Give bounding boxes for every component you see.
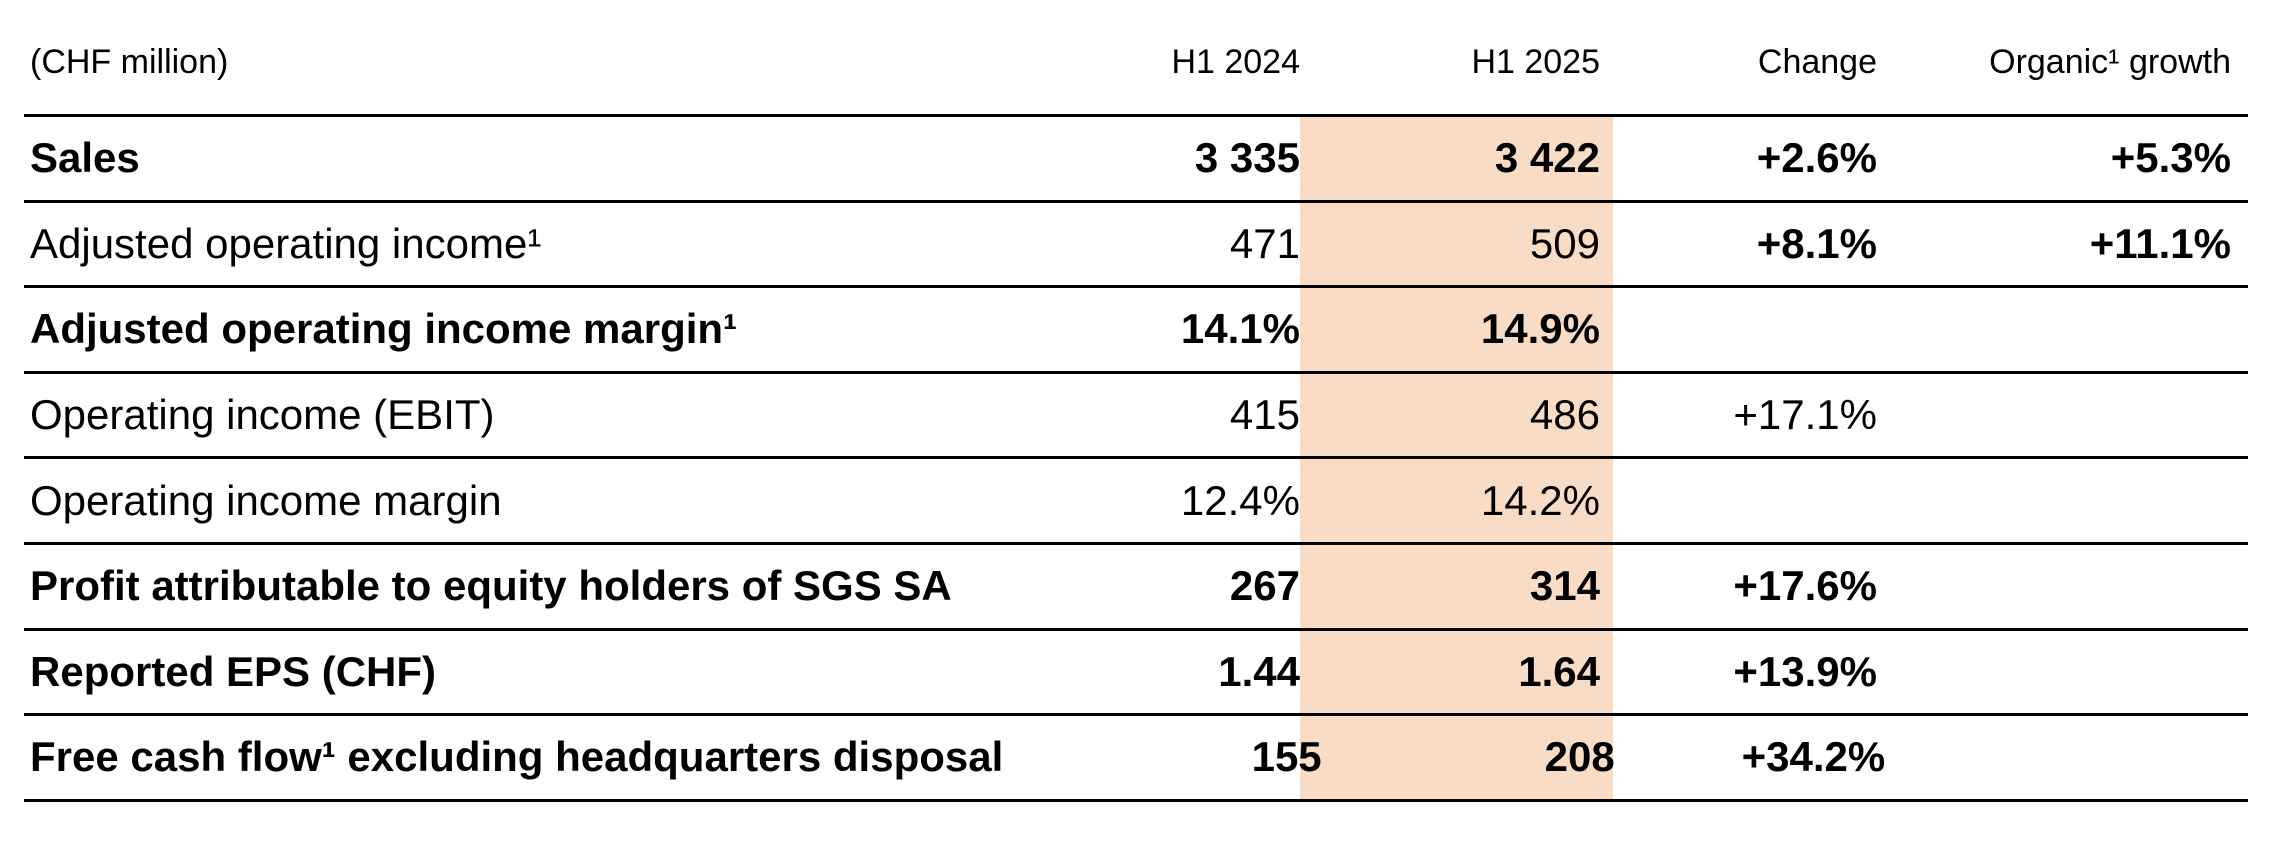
cell-h1-2025: 208 <box>1544 733 1615 781</box>
column-header-h1-2024: H1 2024 <box>1171 43 1300 81</box>
table-row-adjusted-operating-income: Adjusted operating income¹ 471 509 +8.1%… <box>24 203 2248 289</box>
cell-h1-2024: 471 <box>1229 219 1300 267</box>
column-header-organic-growth: Organic¹ growth <box>1989 43 2231 81</box>
column-header-change: Change <box>1757 43 1877 81</box>
unit-label: (CHF million) <box>30 43 229 81</box>
cell-h1-2024: 415 <box>1229 391 1300 439</box>
cell-h1-2024: 3 335 <box>1194 134 1300 182</box>
row-label: Free cash flow¹ excluding headquarters d… <box>30 733 1004 781</box>
cell-h1-2025: 509 <box>1529 219 1600 267</box>
table-row-sales: Sales 3 335 3 422 +2.6% +5.3% <box>24 117 2248 203</box>
h1-2025-highlight-band <box>1300 117 1613 802</box>
column-header-h1-2025: H1 2025 <box>1471 43 1600 81</box>
cell-h1-2024: 14.1% <box>1180 305 1300 353</box>
cell-change: +8.1% <box>1756 219 1877 267</box>
table-row-adjusted-operating-income-margin: Adjusted operating income margin¹ 14.1% … <box>24 288 2248 374</box>
cell-h1-2024: 267 <box>1229 562 1300 610</box>
table-row-operating-income-margin: Operating income margin 12.4% 14.2% <box>24 459 2248 545</box>
cell-change: +2.6% <box>1756 134 1877 182</box>
cell-organic-growth: +5.3% <box>2110 134 2231 182</box>
cell-change: +34.2% <box>1741 733 1886 781</box>
table-row-operating-income-ebit: Operating income (EBIT) 415 486 +17.1% <box>24 374 2248 460</box>
table-header-row: (CHF million) H1 2024 H1 2025 Change Org… <box>24 0 2248 117</box>
cell-h1-2025: 14.2% <box>1480 476 1600 524</box>
cell-h1-2025: 486 <box>1529 391 1600 439</box>
cell-change: +13.9% <box>1733 647 1877 695</box>
row-label: Operating income margin <box>30 476 502 524</box>
table-row-reported-eps: Reported EPS (CHF) 1.44 1.64 +13.9% <box>24 631 2248 717</box>
cell-change: +17.6% <box>1733 562 1877 610</box>
cell-h1-2025: 3 422 <box>1494 134 1600 182</box>
row-label: Adjusted operating income¹ <box>30 219 542 267</box>
cell-h1-2024: 155 <box>1251 733 1322 781</box>
cell-h1-2024: 12.4% <box>1180 476 1300 524</box>
table-row-free-cash-flow: Free cash flow¹ excluding headquarters d… <box>24 716 2248 802</box>
cell-h1-2025: 314 <box>1529 562 1600 610</box>
cell-h1-2025: 1.64 <box>1518 647 1600 695</box>
row-label: Sales <box>30 134 140 182</box>
table-row-profit-attributable: Profit attributable to equity holders of… <box>24 545 2248 631</box>
cell-h1-2024: 1.44 <box>1218 647 1300 695</box>
cell-h1-2025: 14.9% <box>1480 305 1600 353</box>
cell-change: +17.1% <box>1733 391 1877 439</box>
row-label: Adjusted operating income margin¹ <box>30 305 738 353</box>
row-label: Reported EPS (CHF) <box>30 647 437 695</box>
cell-organic-growth: +11.1% <box>2089 219 2231 267</box>
row-label: Profit attributable to equity holders of… <box>30 562 952 610</box>
row-label: Operating income (EBIT) <box>30 391 495 439</box>
key-figures-table: (CHF million) H1 2024 H1 2025 Change Org… <box>24 0 2248 802</box>
